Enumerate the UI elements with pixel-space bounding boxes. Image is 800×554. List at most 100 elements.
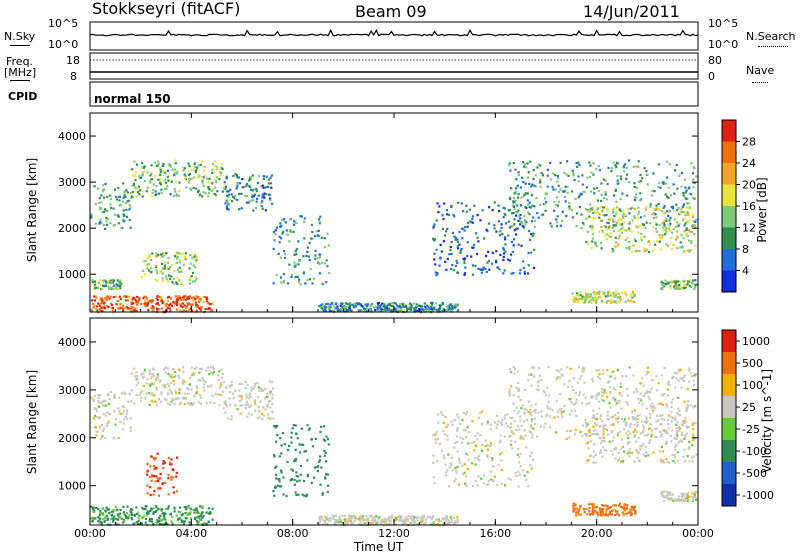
range-cell bbox=[420, 518, 423, 521]
range-cell bbox=[518, 428, 521, 431]
range-cell bbox=[456, 516, 459, 519]
range-cell bbox=[331, 302, 334, 305]
range-cell bbox=[229, 188, 232, 191]
range-cell bbox=[524, 163, 527, 166]
range-cell bbox=[635, 417, 638, 420]
range-cell bbox=[149, 475, 152, 479]
range-cell bbox=[346, 521, 349, 524]
range-cell bbox=[252, 387, 255, 391]
range-cell bbox=[441, 214, 444, 217]
range-cell bbox=[199, 394, 202, 397]
range-cell bbox=[499, 434, 502, 437]
range-cell bbox=[500, 421, 503, 424]
range-cell bbox=[234, 173, 237, 176]
range-cell bbox=[435, 219, 438, 222]
range-cell bbox=[433, 258, 436, 261]
range-cell bbox=[651, 213, 654, 216]
range-cell bbox=[535, 388, 538, 391]
range-cell bbox=[97, 302, 100, 305]
range-cell bbox=[348, 307, 351, 310]
range-cell bbox=[172, 491, 175, 494]
freq-left-tick-bottom: 8 bbox=[70, 70, 77, 83]
range-cell bbox=[609, 291, 612, 294]
range-cell bbox=[461, 227, 464, 230]
range-cell bbox=[270, 186, 273, 189]
range-cell bbox=[450, 241, 453, 244]
range-cell bbox=[406, 307, 409, 310]
range-cell bbox=[134, 179, 137, 182]
range-cell bbox=[693, 494, 696, 497]
range-cell bbox=[575, 401, 578, 404]
range-cell bbox=[480, 477, 483, 480]
range-cell bbox=[597, 292, 601, 295]
range-cell bbox=[667, 414, 671, 417]
range-cell bbox=[461, 237, 464, 240]
range-cell bbox=[522, 161, 525, 164]
range-cell bbox=[172, 277, 175, 280]
range-cell bbox=[93, 299, 97, 302]
range-cell bbox=[246, 415, 249, 418]
range-cell bbox=[454, 477, 457, 481]
range-cell bbox=[669, 493, 672, 496]
range-cell bbox=[265, 193, 268, 196]
range-cell bbox=[386, 522, 389, 526]
range-cell bbox=[104, 227, 107, 230]
range-cell bbox=[184, 397, 187, 400]
range-cell bbox=[614, 300, 617, 303]
range-cell bbox=[577, 180, 580, 183]
range-cell bbox=[639, 224, 642, 227]
range-cell bbox=[118, 295, 121, 298]
range-cell bbox=[186, 306, 189, 309]
range-cell bbox=[324, 522, 327, 525]
range-cell bbox=[435, 274, 438, 277]
range-cell bbox=[614, 188, 617, 191]
range-cell bbox=[186, 310, 189, 313]
range-cell bbox=[166, 383, 169, 386]
range-cell bbox=[523, 474, 526, 477]
range-cell bbox=[617, 237, 620, 240]
range-cell bbox=[207, 192, 211, 195]
range-cell bbox=[620, 417, 623, 421]
range-cell bbox=[274, 473, 278, 476]
range-cell bbox=[674, 238, 677, 241]
velocity-heatmap bbox=[90, 366, 698, 527]
range-cell bbox=[622, 216, 625, 219]
range-cell bbox=[352, 514, 355, 517]
range-cell bbox=[446, 523, 449, 526]
range-cell bbox=[120, 517, 123, 520]
range-cell bbox=[655, 230, 658, 233]
range-cell bbox=[670, 410, 673, 413]
range-cell bbox=[601, 372, 604, 376]
range-cell bbox=[370, 519, 373, 522]
range-cell bbox=[170, 400, 173, 403]
range-cell bbox=[349, 517, 352, 520]
range-cell bbox=[169, 297, 172, 300]
range-cell bbox=[530, 431, 533, 434]
range-cell bbox=[111, 286, 114, 289]
range-cell bbox=[170, 390, 173, 393]
range-cell bbox=[513, 192, 516, 195]
range-cell bbox=[620, 223, 623, 226]
range-cell bbox=[389, 519, 392, 522]
range-cell bbox=[606, 381, 610, 384]
range-cell bbox=[684, 497, 687, 500]
range-cell bbox=[480, 443, 484, 447]
range-cell bbox=[212, 192, 215, 196]
range-cell bbox=[179, 269, 182, 272]
range-cell bbox=[608, 402, 611, 405]
range-cell bbox=[108, 397, 111, 400]
range-cell bbox=[161, 302, 164, 305]
range-cell bbox=[275, 273, 278, 277]
range-cell bbox=[137, 185, 140, 188]
range-cell bbox=[573, 433, 577, 436]
range-cell bbox=[588, 295, 591, 299]
range-cell bbox=[544, 192, 547, 195]
range-cell bbox=[201, 179, 204, 182]
range-cell bbox=[376, 516, 379, 519]
range-cell bbox=[530, 418, 534, 421]
range-cell bbox=[639, 392, 642, 395]
range-cell bbox=[688, 445, 691, 449]
range-cell bbox=[147, 309, 150, 312]
range-cell bbox=[183, 380, 186, 383]
range-cell bbox=[655, 223, 658, 226]
